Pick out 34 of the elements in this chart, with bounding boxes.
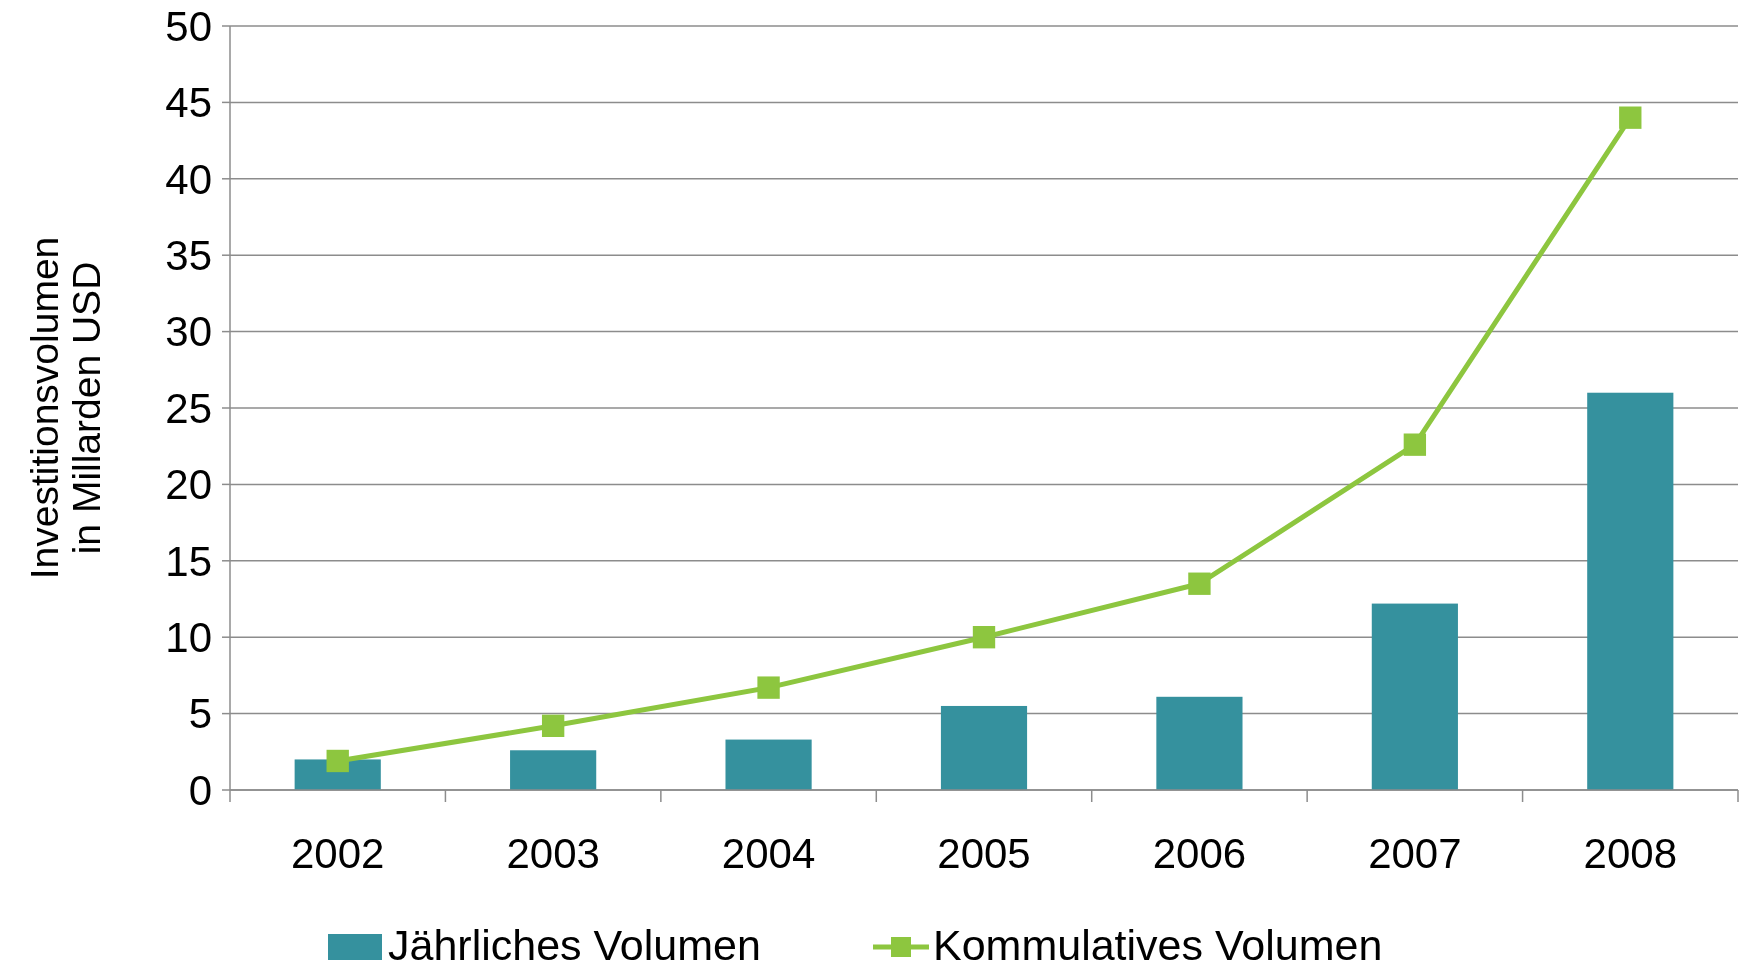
- point: [541, 714, 565, 737]
- point: [757, 676, 780, 699]
- point: [326, 749, 349, 773]
- bar: [1587, 392, 1674, 790]
- x-tick-label: 2006: [1152, 830, 1247, 877]
- point: [1188, 572, 1211, 595]
- x-tick-label: 2003: [506, 830, 600, 877]
- point: [1403, 433, 1427, 456]
- x-tick-label: 2004: [721, 830, 816, 877]
- bar: [1371, 603, 1458, 790]
- y-axis-title: Investitionsvolumen in Millarden USD: [23, 236, 108, 580]
- y-tick-label: 0: [188, 766, 212, 814]
- y-tick-label: 40: [165, 155, 212, 203]
- x-tick-label: 2002: [291, 830, 385, 877]
- legend-label: Jährliches Volumen: [388, 921, 761, 969]
- bar: [940, 705, 1028, 790]
- bar: [1156, 696, 1243, 790]
- y-tick-label: 10: [165, 613, 212, 661]
- y-tick-label: 50: [165, 2, 212, 50]
- x-tick-label: 2005: [937, 830, 1031, 877]
- y-tick-label: 35: [165, 231, 212, 279]
- y-tick-label: 20: [165, 461, 212, 509]
- y-tick-label: 5: [188, 690, 212, 738]
- bar: [725, 739, 812, 790]
- x-tick-label: 2008: [1583, 830, 1677, 877]
- bar: [510, 750, 597, 790]
- legend-label: Kommulatives Volumen: [933, 921, 1383, 969]
- x-tick-label: 2007: [1368, 830, 1462, 877]
- y-tick-label: 45: [165, 79, 212, 127]
- y-tick-label: 25: [165, 384, 212, 432]
- point: [972, 626, 996, 649]
- y-tick-label: 15: [165, 537, 212, 585]
- y-tick-label: 30: [165, 308, 212, 356]
- point: [1619, 106, 1642, 129]
